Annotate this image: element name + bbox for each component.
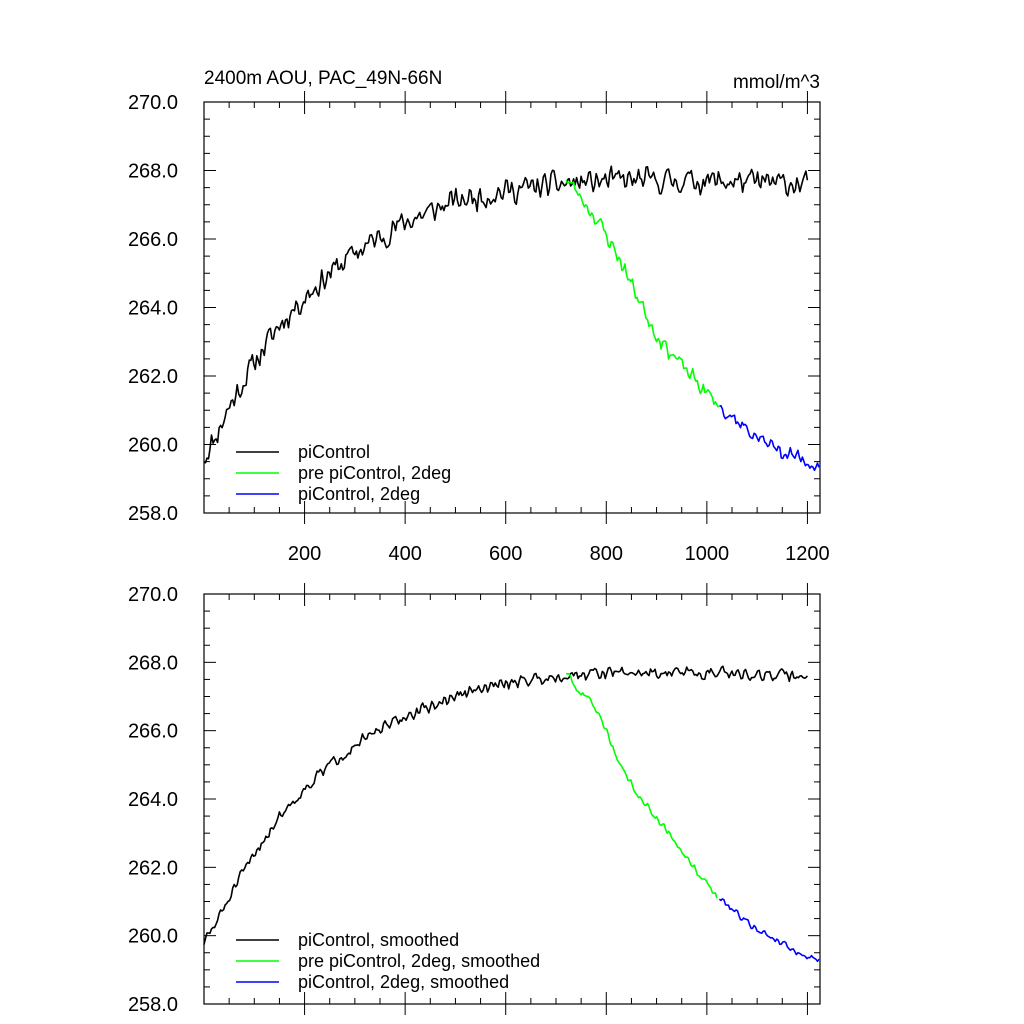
y-tick-label: 270.0 [128,92,178,114]
y-tick-label: 262.0 [128,366,178,388]
series-line-1 [565,179,720,408]
y-tick-label: 258.0 [128,503,178,525]
x-tick-label: 600 [489,543,522,565]
y-tick-label: 268.0 [128,652,178,674]
y-tick-label: 270.0 [128,584,178,606]
x-tick-label: 1000 [685,543,730,565]
legend-label: pre piControl, 2deg, smoothed [298,951,540,971]
y-tick-label: 268.0 [128,161,178,183]
y-tick-label: 260.0 [128,435,178,457]
plot-frame [203,593,821,1005]
y-tick-label: 266.0 [128,721,178,743]
x-tick-label: 1200 [785,543,830,565]
figure-title: 2400m AOU, PAC_49N-66N [204,68,442,89]
legend-label: piControl, 2deg [298,484,420,504]
units-label: mmol/m^3 [733,72,820,93]
legend-label: pre piControl, 2deg [298,463,451,483]
series-line-1 [566,672,718,899]
y-tick-label: 264.0 [128,298,178,320]
top-panel: 258.0 260.0 262.0 264.0 266.0 268.0 270.0 200 40… [128,91,830,565]
series-line-2 [719,404,820,472]
series-line-0 [203,165,809,464]
y-tick-label: 266.0 [128,229,178,251]
x-tick-label: 400 [388,543,421,565]
series-line-2 [718,898,820,963]
legend-label: piControl [298,442,370,462]
series-line-0 [203,665,808,945]
y-tick-label: 262.0 [128,857,178,879]
legend-label: piControl, 2deg, smoothed [298,972,509,992]
x-tick-label: 800 [590,543,623,565]
y-tick-label: 258.0 [128,994,178,1016]
bottom-panel: 258.0 260.0 262.0 264.0 266.0 268.0 270.0 piCon… [128,583,821,1016]
legend-label: piControl, smoothed [298,930,459,950]
y-tick-label: 260.0 [128,926,178,948]
y-tick-label: 264.0 [128,789,178,811]
x-tick-label: 200 [288,543,321,565]
plot-frame [203,101,821,514]
